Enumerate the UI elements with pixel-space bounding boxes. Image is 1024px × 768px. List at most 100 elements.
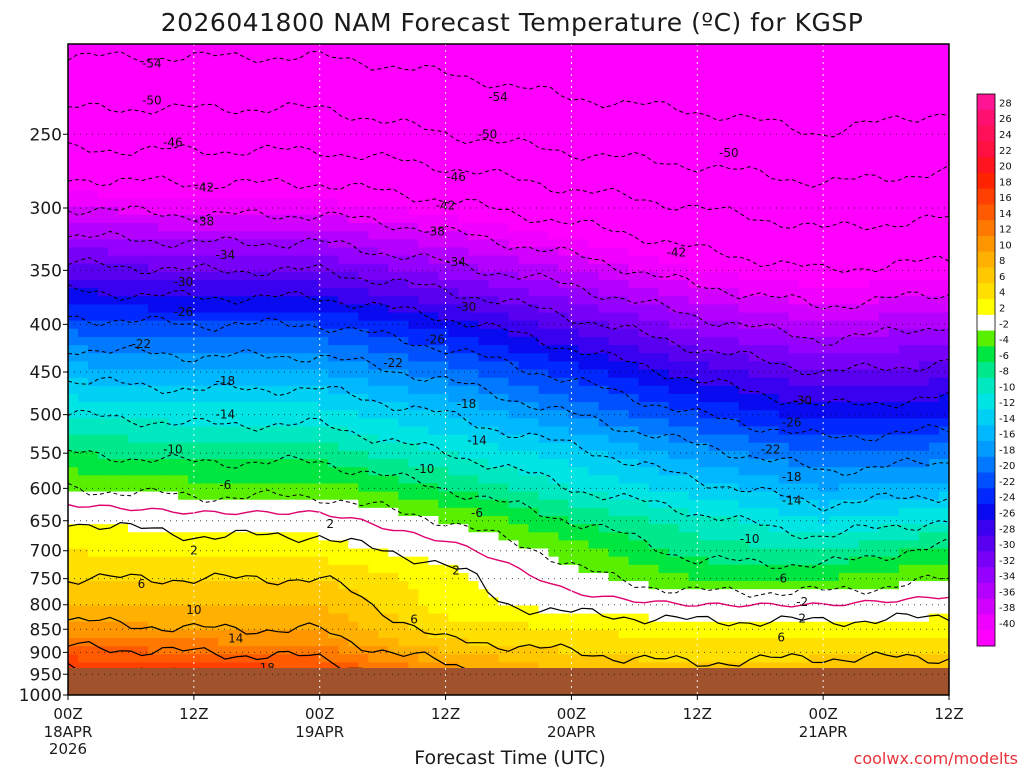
temperature-cell: [438, 646, 450, 655]
temperature-cell: [548, 507, 560, 517]
temperature-cell: [68, 92, 79, 102]
temperature-cell: [218, 369, 229, 379]
temperature-cell: [158, 499, 169, 509]
temperature-cell: [658, 589, 670, 598]
temperature-cell: [548, 320, 560, 330]
temperature-cell: [338, 621, 349, 631]
temperature-cell: [668, 174, 680, 183]
temperature-cell: [358, 483, 369, 493]
temperature-cell: [488, 141, 500, 151]
temperature-cell: [478, 231, 490, 240]
temperature-cell: [378, 491, 389, 501]
temperature-cell: [298, 638, 309, 647]
temperature-cell: [418, 117, 430, 126]
temperature-cell: [358, 320, 369, 330]
temperature-cell: [308, 133, 319, 143]
temperature-cell: [518, 483, 530, 493]
temperature-cell: [198, 345, 209, 354]
temperature-cell: [148, 369, 159, 379]
temperature-cell: [388, 393, 399, 403]
temperature-cell: [238, 353, 249, 362]
temperature-cell: [488, 613, 500, 623]
temperature-cell: [368, 581, 379, 590]
temperature-cell: [108, 223, 119, 232]
temperature-cell: [528, 60, 540, 70]
temperature-cell: [478, 182, 490, 192]
temperature-cell: [118, 279, 129, 289]
temperature-cell: [498, 84, 510, 94]
temperature-cell: [98, 613, 109, 623]
temperature-cell: [158, 336, 169, 346]
temperature-cell: [408, 515, 419, 525]
temperature-cell: [178, 434, 189, 444]
temperature-cell: [358, 393, 369, 403]
temperature-cell: [298, 125, 309, 135]
temperature-cell: [528, 84, 540, 94]
temperature-cell: [388, 499, 399, 509]
temperature-cell: [368, 459, 379, 468]
temperature-cell: [478, 361, 490, 371]
temperature-cell: [218, 109, 229, 118]
temperature-cell: [608, 385, 620, 395]
temperature-cell: [198, 76, 209, 86]
temperature-cell: [388, 467, 399, 476]
temperature-cell: [628, 572, 640, 582]
temperature-cell: [658, 60, 670, 70]
temperature-cell: [348, 198, 359, 208]
temperature-cell: [508, 621, 520, 631]
temperature-cell: [478, 459, 490, 468]
temperature-cell: [148, 223, 159, 232]
temperature-cell: [268, 402, 279, 411]
temperature-cell: [278, 621, 289, 631]
temperature-cell: [128, 410, 139, 419]
temperature-cell: [608, 279, 620, 289]
temperature-cell: [658, 377, 670, 387]
temperature-cell: [608, 662, 620, 672]
temperature-cell: [158, 532, 169, 541]
temperature-cell: [98, 296, 109, 305]
temperature-cell: [318, 646, 329, 655]
temperature-cell: [548, 515, 560, 525]
temperature-cell: [598, 410, 610, 419]
temperature-cell: [328, 76, 339, 86]
temperature-cell: [408, 499, 419, 509]
temperature-cell: [108, 60, 119, 70]
temperature-cell: [678, 581, 690, 590]
temperature-cell: [328, 654, 339, 664]
temperature-cell: [78, 60, 89, 70]
temperature-cell: [278, 198, 289, 208]
temperature-cell: [528, 418, 540, 428]
temperature-cell: [228, 434, 239, 444]
temperature-cell: [538, 361, 550, 371]
temperature-cell: [508, 345, 520, 354]
temperature-cell: [148, 426, 159, 436]
temperature-cell: [668, 223, 680, 232]
temperature-cell: [608, 548, 620, 558]
temperature-cell: [458, 296, 470, 305]
temperature-cell: [98, 605, 109, 615]
temperature-cell: [598, 385, 610, 395]
temperature-cell: [608, 418, 620, 428]
temperature-cell: [688, 312, 700, 322]
temperature-cell: [618, 231, 630, 240]
temperature-cell: [168, 564, 179, 574]
temperature-cell: [408, 418, 419, 428]
temperature-cell: [218, 288, 229, 297]
temperature-cell: [418, 613, 430, 623]
temperature-cell: [168, 279, 179, 289]
temperature-cell: [198, 597, 209, 607]
temperature-cell: [178, 312, 189, 322]
temperature-cell: [298, 434, 309, 444]
temperature-cell: [628, 231, 640, 240]
temperature-cell: [648, 638, 660, 647]
temperature-cell: [218, 231, 229, 240]
temperature-cell: [238, 214, 249, 224]
temperature-cell: [588, 44, 600, 53]
temperature-cell: [78, 182, 89, 192]
temperature-cell: [668, 646, 680, 655]
temperature-cell: [308, 296, 319, 305]
temperature-cell: [438, 223, 450, 232]
temperature-cell: [338, 336, 349, 346]
temperature-cell: [408, 345, 419, 354]
temperature-cell: [558, 646, 570, 655]
